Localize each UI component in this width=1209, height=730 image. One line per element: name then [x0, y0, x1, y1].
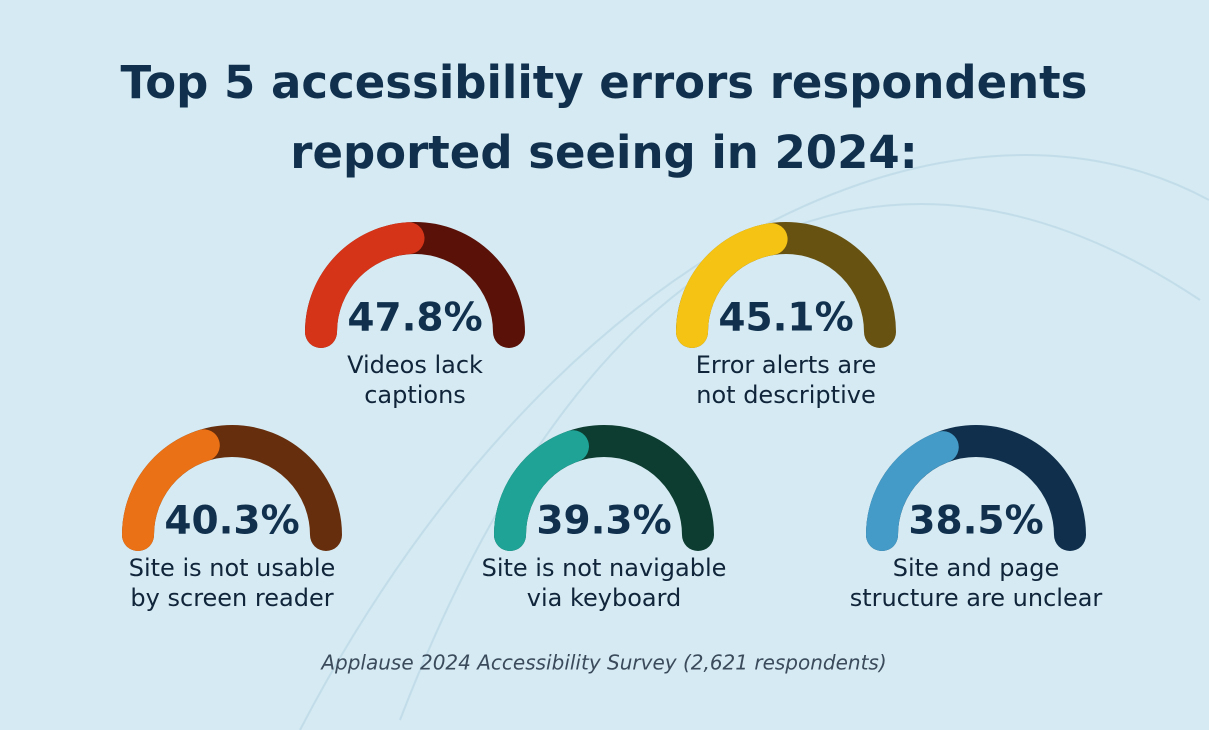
value-label: 38.5% — [908, 499, 1043, 544]
gauge-arc — [122, 429, 220, 551]
chart-title: reported seeing in 2024: — [290, 126, 917, 179]
category-label: Videos lack — [347, 351, 483, 379]
category-label: Site is not navigable — [482, 554, 727, 582]
category-label: by screen reader — [130, 584, 333, 612]
category-label: structure are unclear — [850, 584, 1103, 612]
source-note: Applause 2024 Accessibility Survey (2,62… — [319, 651, 886, 675]
gauge-arc — [494, 430, 589, 551]
category-label: captions — [364, 381, 466, 409]
gauge-arc — [866, 431, 959, 551]
chart-title: Top 5 accessibility errors respondents — [121, 56, 1088, 109]
background-wave — [399, 203, 1201, 721]
gauge-arc — [305, 222, 425, 348]
value-label: 39.3% — [536, 499, 671, 544]
category-label: Site is not usable — [129, 554, 336, 582]
value-label: 45.1% — [718, 296, 853, 341]
value-label: 47.8% — [347, 296, 482, 341]
gauge-arc — [676, 223, 788, 348]
category-label: via keyboard — [527, 584, 682, 612]
value-label: 40.3% — [164, 499, 299, 544]
category-label: not descriptive — [696, 381, 875, 409]
category-label: Site and page — [893, 554, 1059, 582]
category-label: Error alerts are — [696, 351, 877, 379]
